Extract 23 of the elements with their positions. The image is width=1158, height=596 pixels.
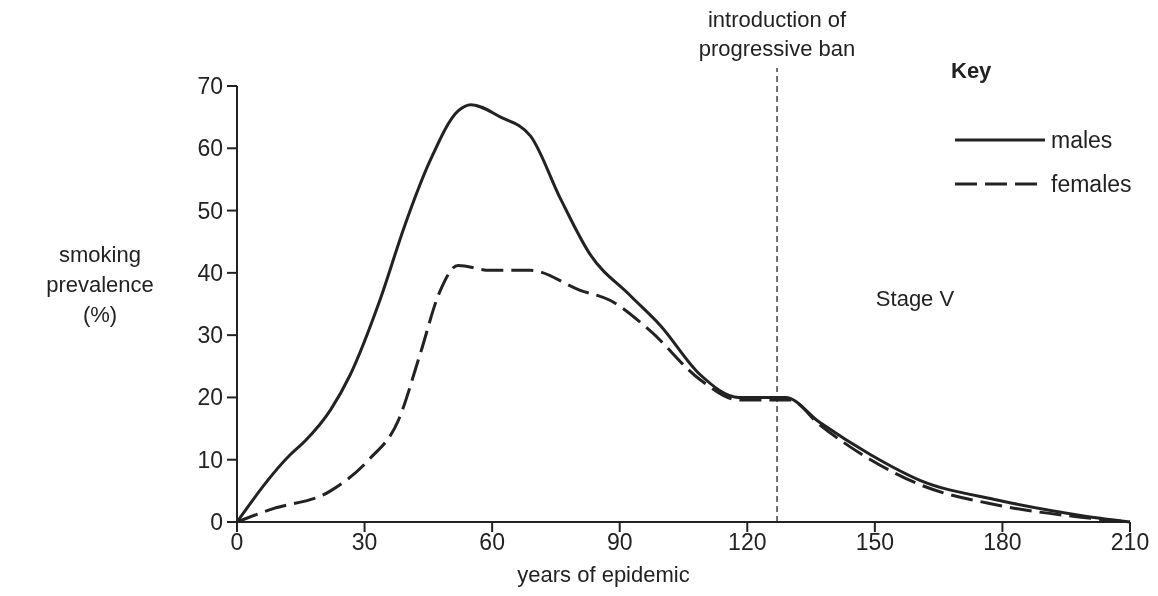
y-tick-label: 60 <box>197 135 223 162</box>
y-axis-title: smoking prevalence (%) <box>46 242 154 327</box>
x-tick-label: 90 <box>606 529 633 555</box>
legend-label: females <box>1051 171 1132 197</box>
legend-label: males <box>1051 127 1113 153</box>
x-axis-title: years of epidemic <box>517 562 690 587</box>
x-tick-label: 150 <box>855 529 895 555</box>
y-tick-label: 40 <box>197 259 223 286</box>
annotation: Stage V <box>875 286 955 311</box>
x-tick-label: 30 <box>351 529 378 555</box>
y-tick-label: 50 <box>197 197 223 224</box>
legend-title: Key <box>951 58 993 83</box>
ref-line-label: introduction of progressive ban <box>698 7 856 61</box>
y-tick-label: 0 <box>210 509 223 535</box>
y-tick-label: 30 <box>197 322 223 349</box>
x-tick-label: 60 <box>479 529 505 555</box>
x-tick-label: 210 <box>1110 529 1150 555</box>
y-tick-label: 70 <box>197 73 223 99</box>
x-tick-label: 0 <box>230 529 244 555</box>
y-tick-label: 10 <box>197 446 223 473</box>
x-tick-label: 180 <box>983 529 1022 555</box>
y-tick-label: 20 <box>197 384 223 411</box>
x-tick-label: 120 <box>728 529 767 555</box>
